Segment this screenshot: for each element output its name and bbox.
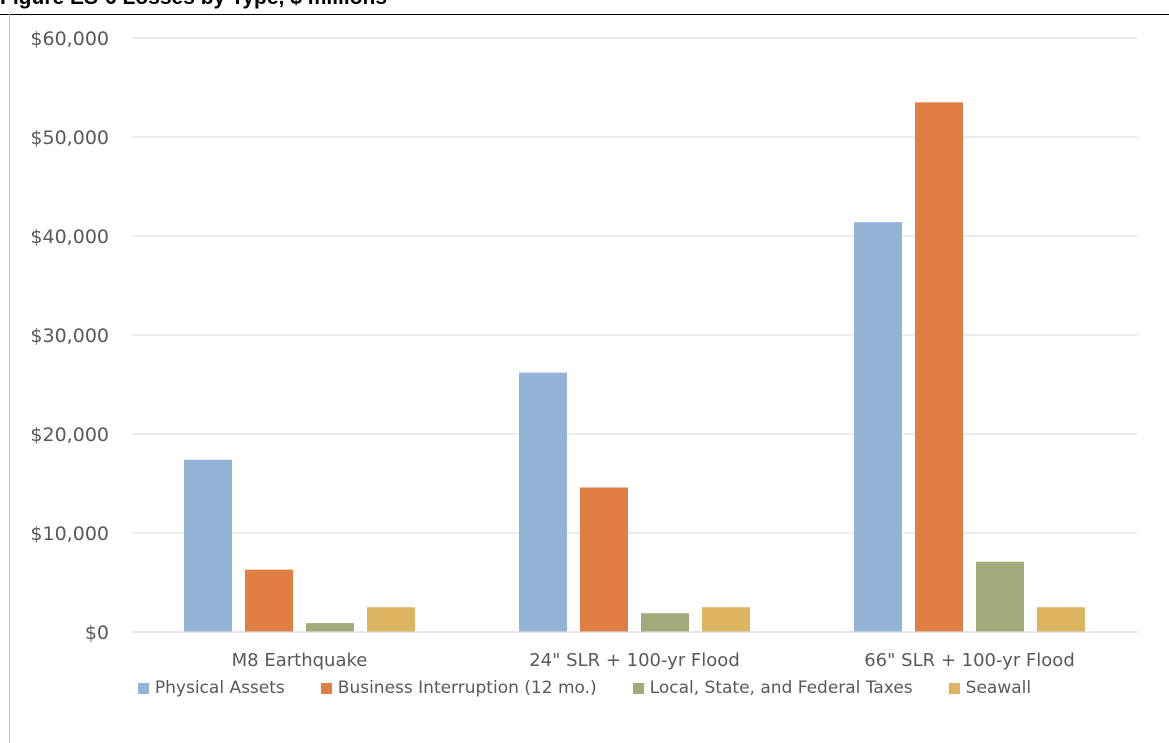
bars bbox=[184, 102, 1085, 632]
x-category-label: 66" SLR + 100-yr Flood bbox=[864, 650, 1075, 671]
bar bbox=[976, 562, 1024, 632]
y-tick-label: $0 bbox=[85, 622, 109, 644]
legend-item: Physical Assets bbox=[138, 676, 285, 700]
y-tick-label: $60,000 bbox=[30, 28, 109, 50]
bar bbox=[915, 102, 963, 632]
legend-item: Business Interruption (12 mo.) bbox=[321, 676, 597, 700]
bar bbox=[306, 623, 354, 632]
y-tick-label: $10,000 bbox=[30, 523, 109, 545]
legend-item: Seawall bbox=[949, 676, 1031, 700]
legend: Physical Assets Business Interruption (12… bbox=[0, 676, 1169, 700]
bar bbox=[702, 607, 750, 632]
legend-label: Physical Assets bbox=[155, 678, 285, 698]
bar bbox=[641, 613, 689, 632]
y-tick-label: $40,000 bbox=[30, 226, 109, 248]
bar bbox=[580, 487, 628, 632]
legend-swatch bbox=[321, 683, 332, 694]
y-tick-label: $20,000 bbox=[30, 424, 109, 446]
y-tick-label: $50,000 bbox=[30, 127, 109, 149]
bar bbox=[245, 570, 293, 632]
x-axis: M8 Earthquake 24" SLR + 100-yr Flood 66" S… bbox=[132, 632, 1137, 671]
bar bbox=[367, 607, 415, 632]
x-category-label: M8 Earthquake bbox=[232, 650, 368, 671]
y-tick-label: $30,000 bbox=[30, 325, 109, 347]
legend-item: Local, State, and Federal Taxes bbox=[633, 676, 913, 700]
gridlines bbox=[132, 38, 1137, 533]
bar bbox=[854, 222, 902, 632]
legend-swatch bbox=[949, 683, 960, 694]
legend-swatch bbox=[138, 683, 149, 694]
x-category-label: 24" SLR + 100-yr Flood bbox=[529, 650, 740, 671]
legend-swatch bbox=[633, 683, 644, 694]
legend-label: Seawall bbox=[966, 678, 1031, 698]
legend-label: Local, State, and Federal Taxes bbox=[650, 678, 913, 698]
bar bbox=[184, 460, 232, 632]
bar bbox=[1037, 607, 1085, 632]
legend-label: Business Interruption (12 mo.) bbox=[338, 678, 597, 698]
bar bbox=[519, 373, 567, 632]
y-axis-ticks: $0 $10,000 $20,000 $30,000 $40,000 $50,000 $60… bbox=[30, 28, 109, 644]
